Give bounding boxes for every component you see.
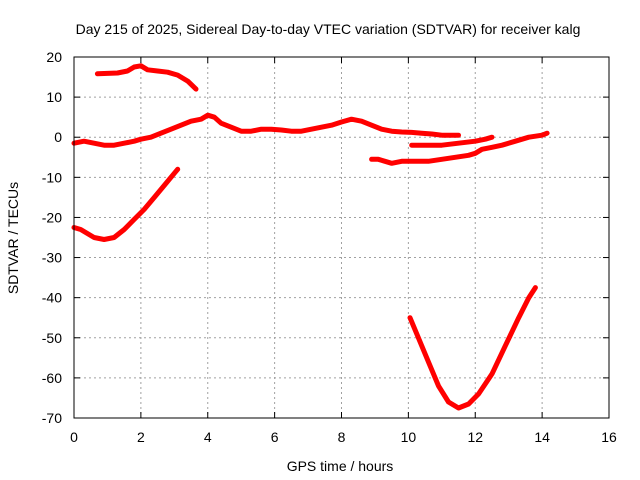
grid-layer — [74, 57, 609, 418]
x-tick-label: 2 — [137, 429, 145, 445]
chart-title: Day 215 of 2025, Sidereal Day-to-day VTE… — [76, 21, 581, 37]
x-axis-label: GPS time / hours — [287, 458, 394, 474]
y-tick-label: 0 — [54, 129, 62, 145]
y-tick-label: -60 — [42, 370, 62, 386]
y-tick-label: -30 — [42, 250, 62, 266]
y-tick-label: -10 — [42, 169, 62, 185]
y-axis-label: SDTVAR / TECUs — [5, 182, 21, 294]
x-tick-label: 12 — [467, 429, 483, 445]
x-tick-label: 0 — [70, 429, 78, 445]
y-tick-label: -50 — [42, 330, 62, 346]
series-line-arc-short-right — [409, 134, 495, 148]
y-tick-label: -20 — [42, 209, 62, 225]
y-tick-label: -70 — [42, 410, 62, 426]
y-tick-label: -40 — [42, 290, 62, 306]
series-layer — [71, 63, 550, 411]
y-tick-label: 10 — [46, 89, 62, 105]
x-tick-label: 14 — [534, 429, 550, 445]
x-tick-label: 8 — [338, 429, 346, 445]
x-tick-label: 4 — [204, 429, 212, 445]
tick-layer: 0 2 4 6 8 10 12 14 16 20 10 0 -10 -20 -30 -40 -50 -60 -70 — [42, 49, 617, 445]
x-tick-label: 16 — [601, 429, 617, 445]
y-tick-label: 20 — [46, 49, 62, 65]
series-line-arc-mid-left — [71, 166, 181, 242]
series-line-arc-top — [94, 63, 199, 92]
series-line-arc-low-right — [369, 130, 550, 166]
series-line-arc-main — [71, 112, 461, 148]
series-line-arc-deep-right — [407, 285, 538, 411]
x-tick-label: 10 — [401, 429, 417, 445]
x-tick-label: 6 — [271, 429, 279, 445]
